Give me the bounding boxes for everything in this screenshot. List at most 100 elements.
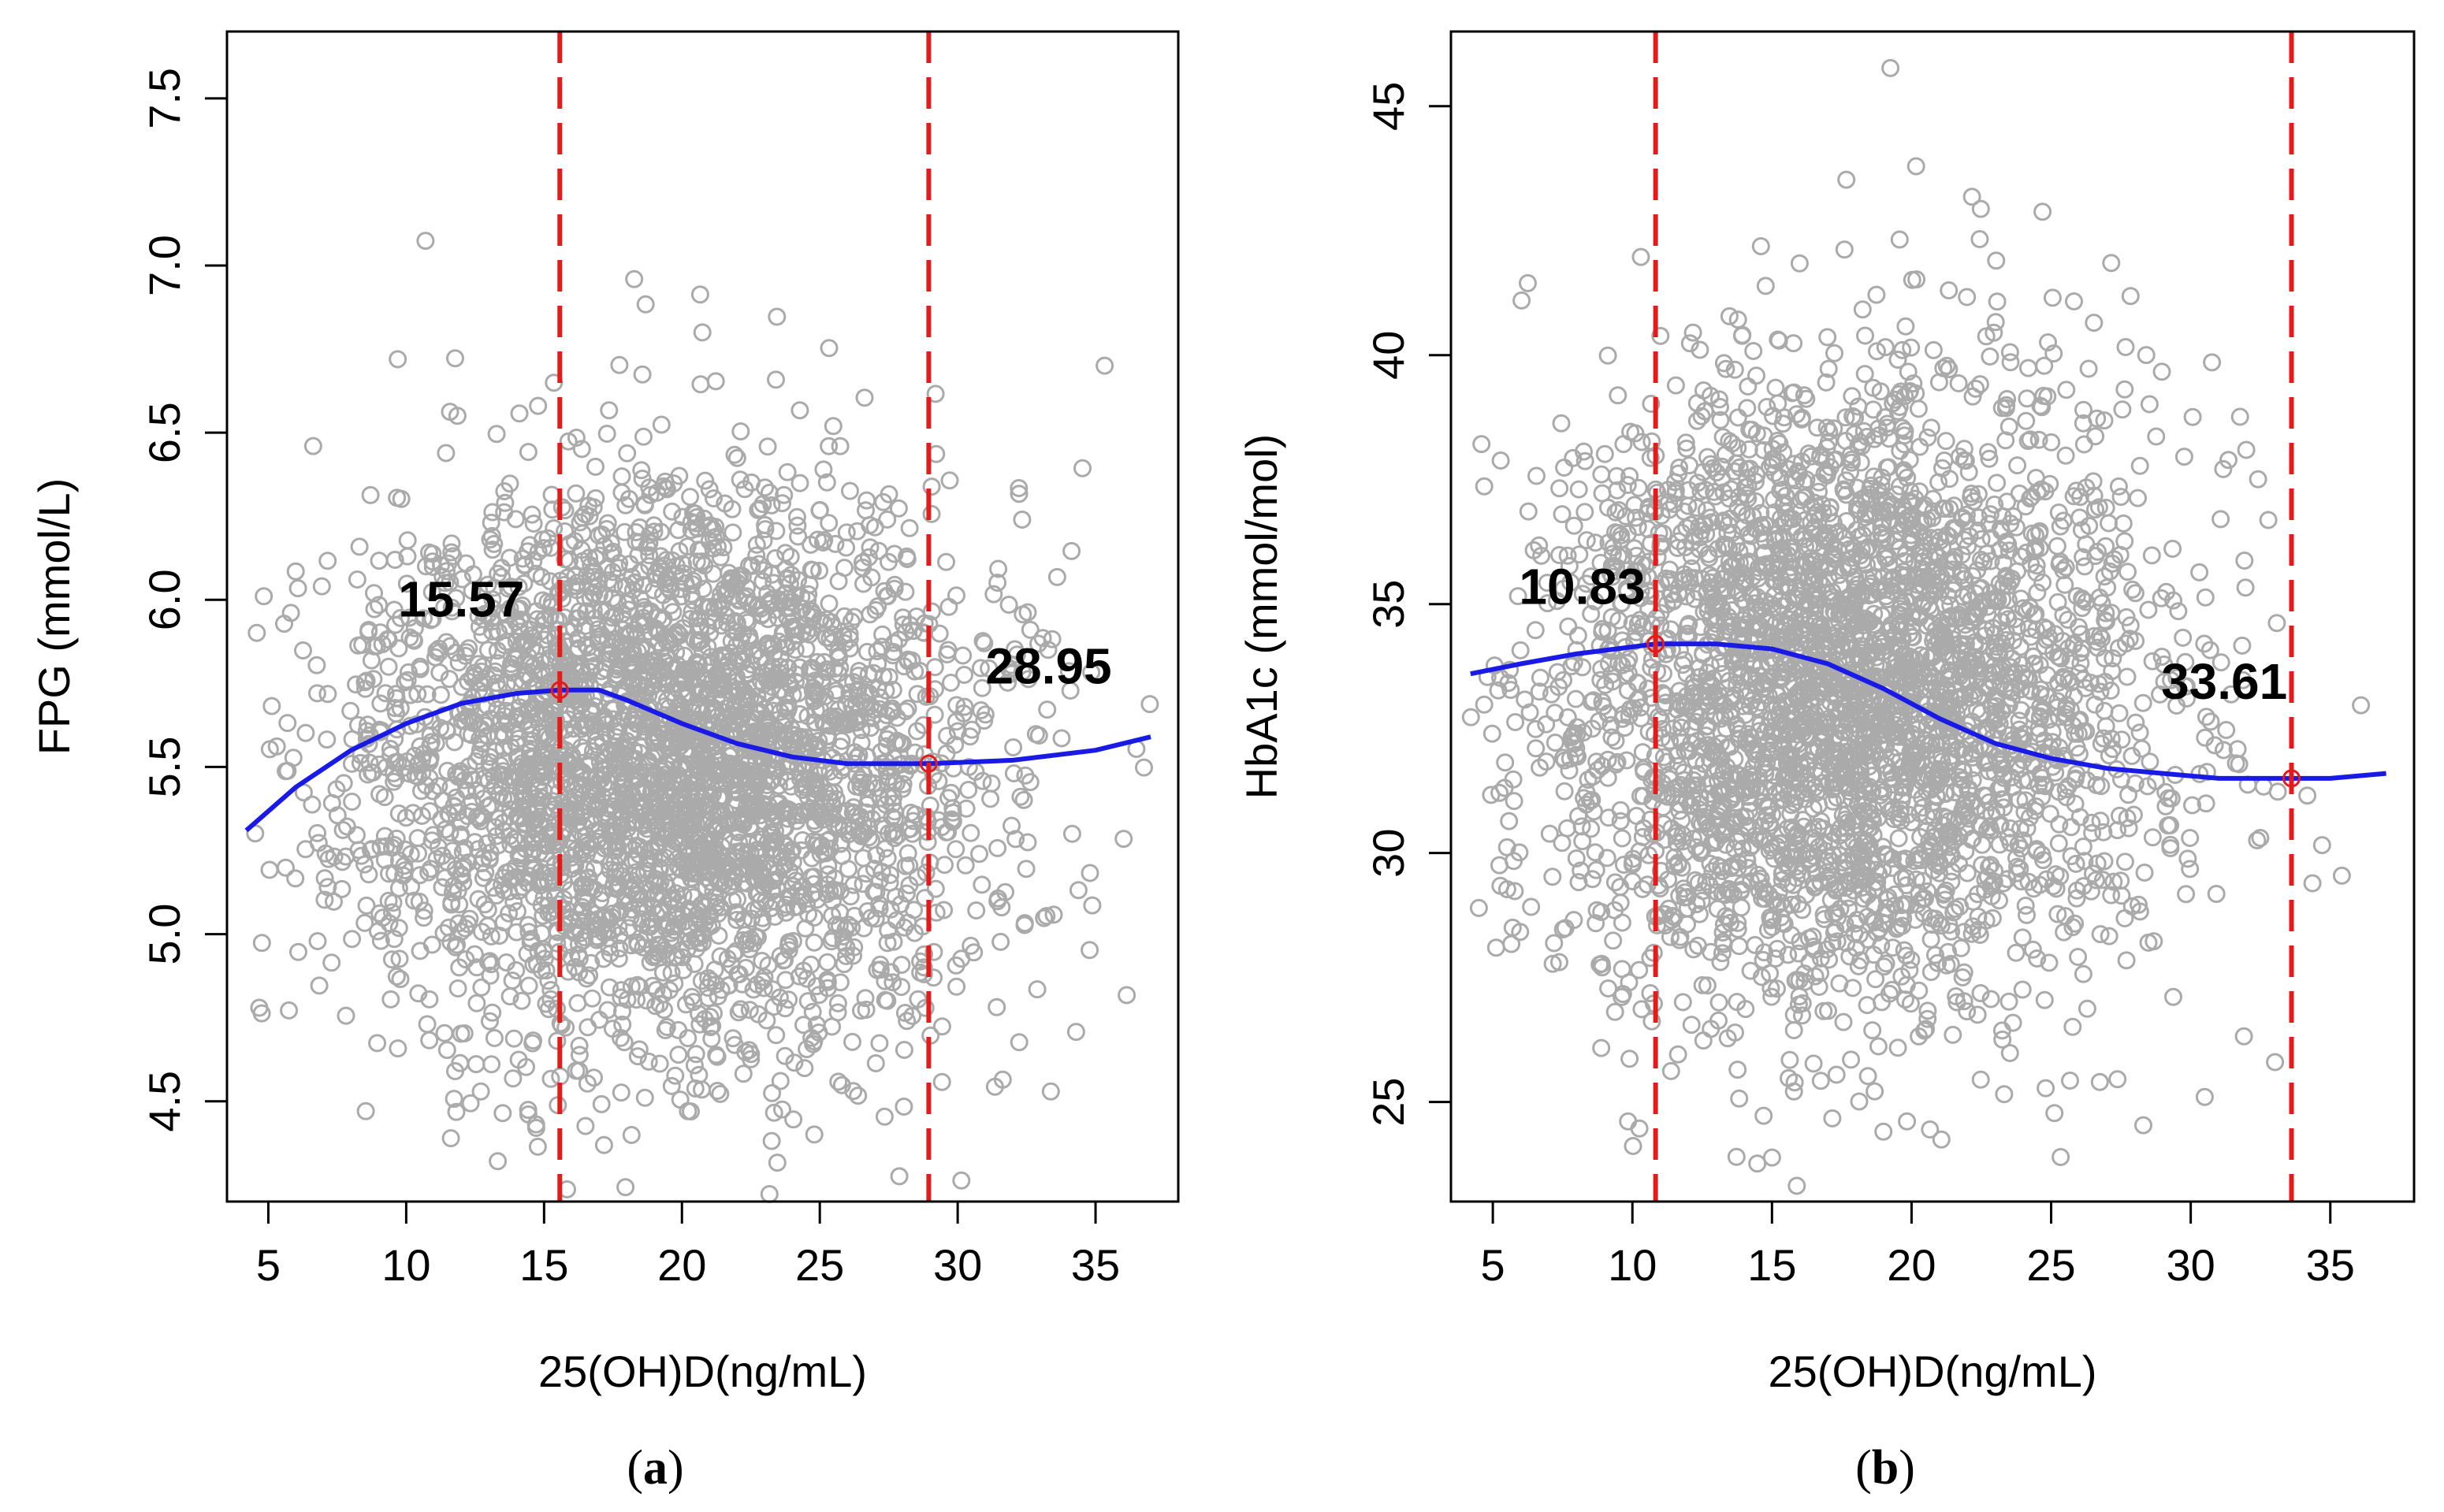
scatter-point [2214,459,2233,478]
scatter-point [900,876,919,894]
x-tick-label: 15 [519,1240,568,1290]
scatter-point [597,425,616,443]
scatter-point [773,1100,791,1119]
scatter-point [2134,1116,2152,1135]
scatter-point [1028,980,1047,999]
scatter-point [1835,240,1854,259]
scatter-point [612,1083,631,1102]
scatter-point [857,491,876,510]
scatter-point [776,999,794,1018]
scatter-point [616,1178,635,1197]
threshold-label: 28.95 [985,637,1111,694]
scatter-point [437,444,456,463]
y-tick-label: 6.0 [139,569,189,630]
scatter-point [347,675,366,694]
scatter-point [1559,617,1578,636]
scatter-point [1853,300,1872,319]
scatter-point [809,530,827,549]
scatter-point [881,900,900,919]
scatter-point [348,570,366,589]
scatter-point [2207,885,2226,903]
scatter-point [325,892,343,911]
scatter-point [289,942,307,961]
scatter-point [916,998,935,1017]
x-tick-label: 5 [256,1240,281,1290]
scatter-point [684,993,703,1012]
scatter-point [937,552,955,571]
scatter-point [423,610,442,628]
scatter-point [2181,829,2200,847]
scatter-point [1486,938,1505,957]
scatter-point [368,1034,387,1053]
scatter-point [857,642,876,661]
scatter-point [701,1008,720,1026]
scatter-point [942,674,960,692]
scatter-point [286,869,305,888]
scatter-point [1475,477,1494,496]
scatter-point [350,537,369,556]
scatter-point [724,523,742,542]
scatter-point [1936,432,1955,451]
scatter-point [2174,628,2193,647]
scatter-point [303,795,322,814]
scatter-point [805,1032,824,1051]
scatter-point [416,232,435,251]
scatter-point [855,388,874,407]
scatter-point [663,502,682,521]
scatter-point [310,976,329,995]
scatter-point [789,527,808,546]
scatter-point [704,528,723,547]
scatter-point [1475,695,1494,714]
scatter-point [493,1104,512,1123]
scatter-point [686,1045,705,1064]
scatter-point [711,1084,730,1103]
scatter-point [2033,202,2052,221]
scatter-point [828,1003,847,1022]
scatter-point [898,1012,917,1031]
scatter-point [952,1171,971,1190]
scatter-point [767,1026,786,1045]
scatter-point [262,697,281,715]
scatter-point [1751,237,1770,255]
scatter-point [504,893,523,912]
scatter-point [504,1069,523,1088]
scatter-point [1015,916,1034,934]
scatter-point [1881,58,1900,77]
scatter-point [805,933,824,952]
scatter-point [482,1055,501,1074]
scatter-point [1940,281,1959,299]
scatter-point [2197,708,2215,726]
scatter-point [771,1072,790,1090]
scatter-point [308,684,326,703]
scatter-point [1041,1082,1060,1101]
scatter-point [637,991,656,1010]
scatter-point [343,930,362,949]
scatter-point [829,572,848,591]
scatter-point [570,1036,589,1055]
scatter-point [820,514,839,533]
scatter-point [519,923,538,942]
scatter-point [814,614,833,633]
scatter-point [763,1083,782,1102]
scatter-point [1818,328,1837,347]
x-axis-title: 25(OH)D(ng/mL) [538,1347,867,1396]
scatter-point [600,401,619,420]
scatter-point [2203,353,2222,372]
scatter-point [890,1167,909,1186]
scatter-point [576,1116,595,1135]
scatter-point [355,913,374,932]
scatter-point [308,823,327,842]
scatter-point [1044,905,1063,924]
scatter-point [1834,1012,1853,1031]
scatter-point [1082,663,1101,682]
scatter-point [439,554,458,573]
scatter-point [955,666,973,684]
scatter-point [2142,546,2161,565]
scatter-point [435,1023,454,1042]
scatter-point [478,641,497,659]
scatter-point [1605,1002,1624,1021]
scatter-point [735,480,754,499]
scatter-point [824,417,843,436]
scatter-point [337,817,356,836]
scatter-point [633,365,652,384]
